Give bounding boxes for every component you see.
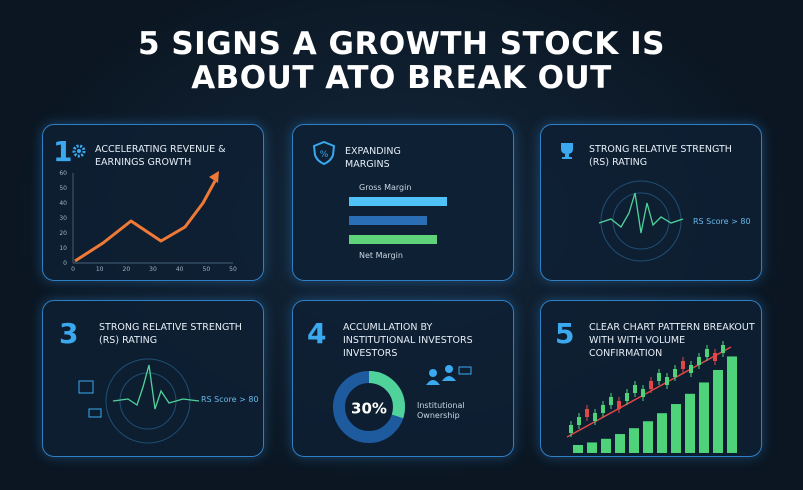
volume-bar	[657, 413, 667, 453]
panel-number: 4	[307, 317, 327, 350]
volume-bar	[601, 438, 611, 453]
bar-label: Net Margin	[359, 251, 403, 260]
candle-body	[625, 393, 629, 401]
y-tick-label: 40	[59, 200, 67, 207]
y-tick-label: 30	[59, 215, 67, 222]
panel: 3 STRONG RELATIVE STRENGTH (RS) RATING R…	[42, 300, 264, 457]
volume-bar	[587, 442, 597, 453]
candle-body	[681, 361, 685, 369]
donut-label: 30%	[351, 400, 387, 418]
y-tick-label: 10	[59, 245, 67, 252]
panel: STRONG RELATIVE STRENGTH (RS) RATING RS …	[540, 124, 762, 281]
margin-bar	[349, 216, 427, 225]
trend-line	[566, 346, 732, 438]
panel: 4 ACCUMLLATION BY INSTITUTIONAL INVESTOR…	[292, 300, 514, 457]
margin-bar	[349, 197, 447, 206]
title-line: ABOUT ATO BREAK OUT	[191, 60, 612, 96]
panel: % EXPANDING MARGINS Gross Margin Net Mar…	[292, 124, 514, 281]
x-tick-label: 50	[203, 266, 211, 273]
volume-bar	[685, 393, 695, 453]
x-tick-label: 10	[96, 266, 104, 273]
volume-bar	[671, 404, 681, 453]
donut: 30%	[333, 371, 405, 443]
x-tick-label: 20	[123, 266, 131, 273]
candle-body	[633, 385, 637, 393]
candle-body	[697, 357, 701, 365]
annotation: RS Score > 80	[693, 217, 751, 226]
bar-label: Gross Margin	[359, 183, 412, 192]
shield-icon: %	[313, 141, 335, 165]
candle-body	[721, 345, 725, 353]
panel-title: ACCELERATING REVENUE & EARNINGS GROWTH	[95, 144, 226, 168]
y-tick-label: 20	[59, 230, 67, 237]
rs-wave	[598, 180, 684, 262]
svg-text:%: %	[320, 150, 329, 160]
volume-bar	[629, 428, 639, 453]
candle-body	[665, 377, 669, 385]
annotation: RS Score > 80	[201, 395, 259, 404]
candle-body	[601, 405, 605, 413]
candle-body	[689, 365, 693, 373]
y-tick-label: 0	[63, 260, 67, 267]
panel: 5 CLEAR CHART PATTERN BREAKOUT WITH WITH…	[540, 300, 762, 457]
x-tick-label: 0	[71, 266, 75, 273]
margin-bar	[349, 235, 437, 244]
candle-body	[593, 413, 597, 421]
title-line: 5 SIGNS A GROWTH STOCK IS	[137, 26, 665, 62]
volume-bar	[643, 421, 653, 453]
panel-number: 1	[53, 135, 73, 168]
volume-bar	[573, 445, 583, 453]
panel-number: 3	[59, 317, 79, 350]
candle-body	[673, 369, 677, 377]
candle-body	[641, 389, 645, 397]
trophy-icon	[561, 143, 573, 159]
y-tick-label: 60	[59, 170, 67, 177]
panel-title: STRONG RELATIVE STRENGTH (RS) RATING	[589, 144, 732, 168]
investors-icon	[426, 365, 472, 385]
x-tick-label: 30	[149, 266, 157, 273]
candle-body	[617, 401, 621, 409]
volume-bar	[727, 356, 737, 453]
gear-icon	[72, 144, 86, 158]
panel-title: CLEAR CHART PATTERN BREAKOUT WITH WITH V…	[589, 322, 755, 359]
growth-chart: 0 10 20 30 40 50 50 0 10 20 30 40 50 60	[59, 170, 237, 273]
panel: 1 ACCELERATING REVENUE & EARNINGS GROWTH…	[42, 124, 264, 281]
donut-arc	[333, 371, 405, 443]
candle-body	[577, 417, 581, 425]
panel-number: 5	[555, 317, 575, 350]
candle-body	[713, 353, 717, 361]
candle-body	[657, 373, 661, 381]
growth-line	[74, 180, 217, 263]
volume-bar	[615, 434, 625, 453]
x-tick-label: 40	[176, 266, 184, 273]
volume-bar	[713, 370, 723, 453]
candle-body	[585, 409, 589, 417]
panel-title: ACCUMLLATION BY INSTITUTIONAL INVESTORS …	[343, 322, 473, 359]
volume-bar	[699, 382, 709, 453]
candle-body	[705, 349, 709, 357]
rs-wave	[78, 358, 200, 444]
caption: Institutional Ownership	[417, 401, 465, 420]
arrow-head	[209, 171, 219, 183]
panel-title: EXPANDING MARGINS	[345, 146, 401, 170]
candle-body	[569, 425, 573, 433]
candle-body	[649, 381, 653, 389]
y-tick-label: 50	[59, 185, 67, 192]
candle-body	[609, 397, 613, 405]
panel-title: STRONG RELATIVE STRENGTH (RS) RATING	[99, 322, 242, 346]
breakout-chart	[566, 341, 737, 453]
x-tick-label: 50	[229, 266, 237, 273]
